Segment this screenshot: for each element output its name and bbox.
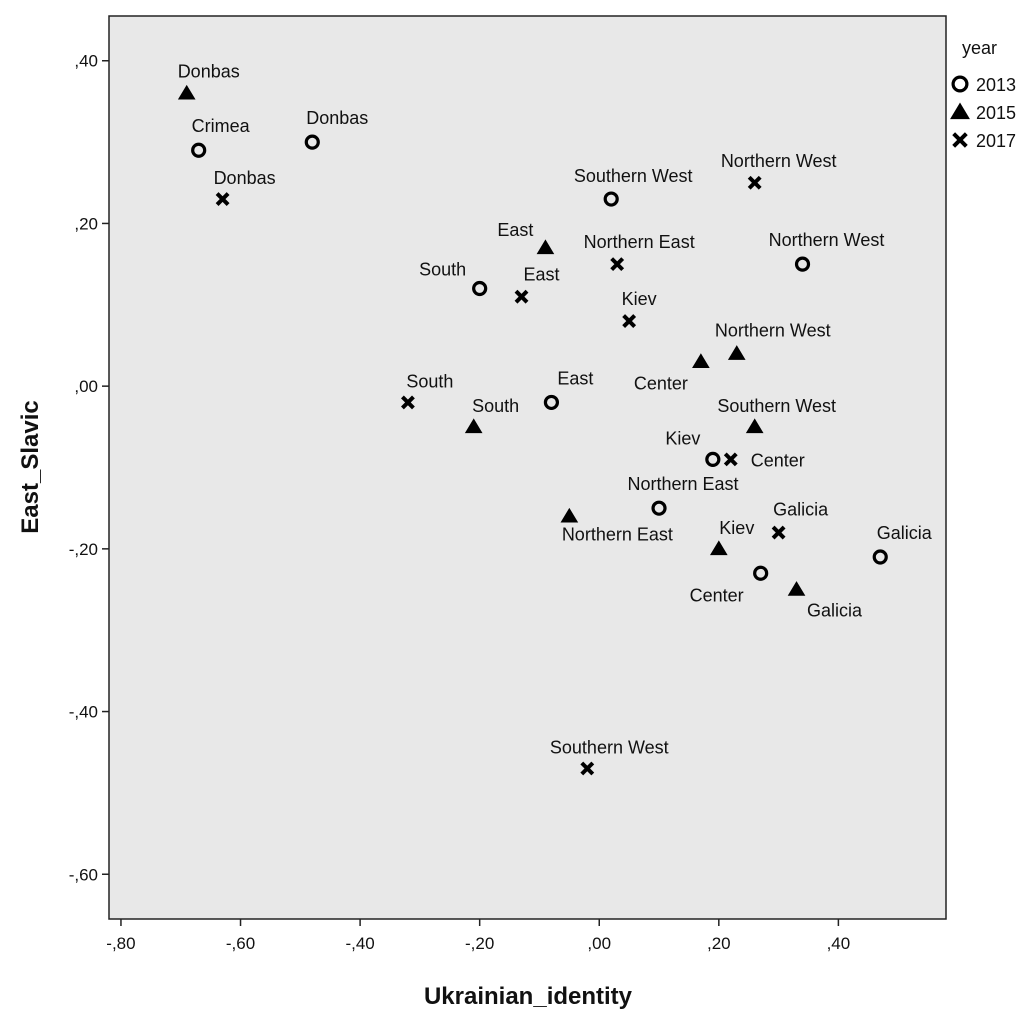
y-tick-label: -,60 xyxy=(69,865,98,884)
x-tick-label: -,60 xyxy=(226,934,255,953)
point-circle xyxy=(651,500,667,516)
point-label: East xyxy=(557,368,593,388)
point-cross xyxy=(514,289,529,304)
point-label: Northern East xyxy=(584,232,695,252)
point-labels: Crimea Donbas Southern West Northern West So… xyxy=(178,61,933,757)
point-cross xyxy=(215,192,230,206)
point-label: Kiev xyxy=(665,428,700,448)
point-label: Northern East xyxy=(627,474,738,494)
point-cross xyxy=(622,314,637,328)
data-points xyxy=(177,84,888,776)
point-circle xyxy=(753,565,769,581)
x-tick-label: ,00 xyxy=(587,934,611,953)
x-axis-title: Ukrainian_identity xyxy=(424,983,633,1010)
point-label: Galicia xyxy=(807,601,863,621)
point-triangle xyxy=(787,581,806,596)
point-triangle xyxy=(536,239,555,255)
legend-entry-label: 2013 xyxy=(976,75,1016,95)
point-triangle xyxy=(560,507,579,523)
point-triangle xyxy=(464,418,483,434)
y-axis: ,40 ,20 ,00 -,20 -,40 -,60 xyxy=(69,52,109,884)
point-label: Center xyxy=(690,585,744,605)
point-label: East xyxy=(524,265,560,285)
y-axis-title: East_Slavic xyxy=(17,400,44,533)
point-cross xyxy=(610,257,625,272)
point-circle xyxy=(304,134,320,150)
point-label: Donbas xyxy=(306,108,368,128)
point-circle xyxy=(872,549,888,565)
point-circle xyxy=(472,280,488,297)
point-cross xyxy=(747,175,762,190)
point-label: Northern East xyxy=(562,524,673,544)
x-tick-label: -,80 xyxy=(106,934,135,953)
point-label: Center xyxy=(751,450,805,470)
y-tick-label: ,20 xyxy=(74,214,98,233)
point-cross xyxy=(771,525,786,540)
y-tick-label: -,20 xyxy=(69,540,98,559)
point-label: Galicia xyxy=(877,523,933,543)
point-label: South xyxy=(472,396,519,416)
point-cross xyxy=(723,452,738,467)
point-label: Kiev xyxy=(719,518,754,538)
point-triangle xyxy=(745,418,764,434)
x-tick-label: -,20 xyxy=(465,934,494,953)
point-circle xyxy=(794,256,811,272)
point-cross xyxy=(401,395,415,410)
point-circle xyxy=(705,451,721,467)
point-triangle xyxy=(177,84,196,100)
legend-marker-triangle xyxy=(950,102,970,120)
y-tick-label: -,40 xyxy=(69,703,98,722)
point-circle xyxy=(543,394,560,411)
point-cross xyxy=(580,761,595,776)
point-label: South xyxy=(419,260,466,280)
legend: year 2013 2015 2017 xyxy=(950,38,1016,151)
point-triangle xyxy=(727,345,746,360)
point-circle xyxy=(191,142,207,158)
point-label: Southern West xyxy=(550,738,669,758)
point-label: East xyxy=(497,220,533,240)
plot-area xyxy=(108,15,947,920)
point-label: South xyxy=(406,371,453,391)
y-tick-label: ,00 xyxy=(74,377,98,396)
point-label: Crimea xyxy=(192,116,251,136)
x-axis: -,80 -,60 -,40 -,20 ,00 ,20 ,40 xyxy=(106,919,850,953)
x-tick-label: ,40 xyxy=(827,934,851,953)
x-tick-label: ,20 xyxy=(707,934,731,953)
point-label: Southern West xyxy=(574,166,693,186)
point-label: Northern West xyxy=(769,230,885,250)
point-label: Kiev xyxy=(622,289,657,309)
point-label: Donbas xyxy=(178,61,240,81)
legend-entry-label: 2015 xyxy=(976,103,1016,123)
point-label: Southern West xyxy=(717,396,836,416)
x-tick-label: -,40 xyxy=(345,934,374,953)
y-tick-label: ,40 xyxy=(74,52,98,71)
point-label: Center xyxy=(634,374,688,394)
point-triangle xyxy=(692,353,710,368)
point-label: Galicia xyxy=(773,500,829,520)
point-triangle xyxy=(709,540,728,556)
point-label: Northern West xyxy=(715,321,831,341)
point-label: Donbas xyxy=(214,168,276,188)
legend-marker-cross xyxy=(952,132,968,148)
legend-entry-label: 2017 xyxy=(976,131,1016,151)
point-label: Northern West xyxy=(721,151,837,171)
legend-title: year xyxy=(962,38,997,58)
legend-marker-circle xyxy=(951,75,969,93)
point-circle xyxy=(603,191,619,207)
